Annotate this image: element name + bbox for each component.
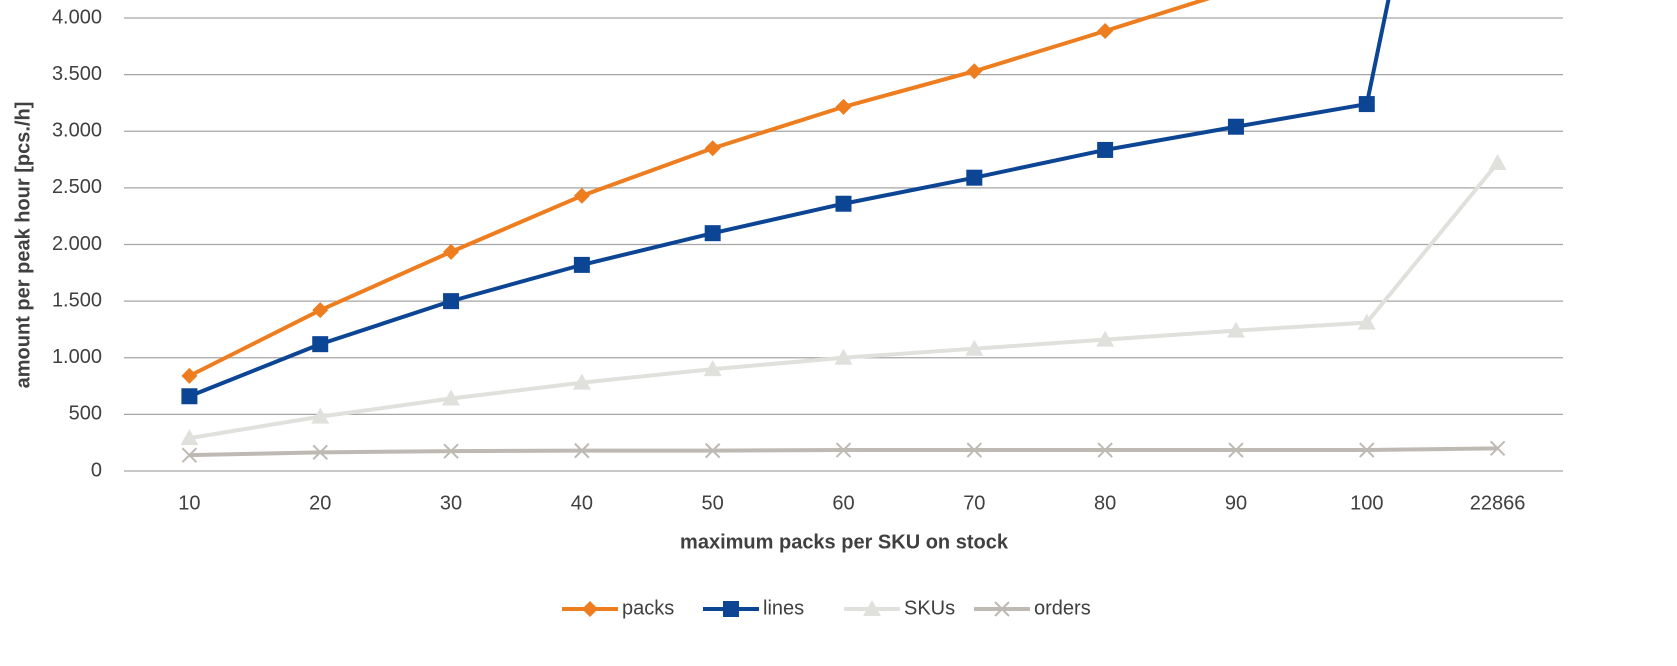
- y-tick-label: 0: [91, 459, 102, 481]
- marker: [704, 442, 721, 459]
- marker: [311, 407, 330, 424]
- marker: [312, 336, 329, 353]
- marker: [966, 442, 983, 458]
- marker: [1096, 330, 1115, 347]
- marker: [443, 293, 460, 310]
- legend-marker: [723, 601, 739, 617]
- marker: [181, 388, 198, 405]
- marker: [1097, 442, 1113, 458]
- marker: [1358, 96, 1375, 113]
- x-tick-label: 22866: [1470, 492, 1526, 514]
- grid: [124, 17, 1563, 472]
- legend-marker: [863, 600, 881, 616]
- legend-label: lines: [763, 597, 804, 619]
- marker: [1228, 442, 1244, 458]
- marker: [1226, 321, 1245, 338]
- x-tick-label: 70: [963, 492, 985, 514]
- legend-label: SKUs: [904, 597, 955, 619]
- marker: [180, 429, 199, 446]
- legend-label: packs: [622, 597, 674, 619]
- marker: [572, 373, 591, 390]
- legend-label: orders: [1034, 597, 1091, 619]
- x-tick-label: 30: [440, 492, 462, 514]
- y-tick-label: 3.500: [52, 63, 102, 85]
- marker: [443, 443, 459, 459]
- y-tick-label: 3.000: [52, 120, 102, 142]
- y-tick-label: 4.000: [52, 6, 102, 28]
- x-axis-title: maximum packs per SKU on stock: [680, 531, 1009, 553]
- marker: [966, 169, 983, 186]
- marker: [965, 339, 984, 356]
- marker: [442, 389, 461, 406]
- legend-marker: [582, 601, 598, 617]
- x-tick-label: 100: [1350, 492, 1383, 514]
- marker: [573, 256, 590, 273]
- marker: [835, 98, 852, 115]
- marker: [834, 348, 853, 365]
- x-tick-label: 40: [571, 492, 593, 514]
- marker: [312, 302, 329, 319]
- marker: [835, 442, 852, 458]
- y-tick-label: 1.000: [52, 346, 102, 368]
- x-tick-label: 90: [1225, 492, 1247, 514]
- marker: [1488, 153, 1507, 170]
- marker: [1097, 141, 1114, 158]
- marker: [966, 63, 983, 80]
- marker: [443, 243, 460, 260]
- marker: [703, 360, 722, 377]
- y-tick-label: 2.000: [52, 233, 102, 255]
- marker: [574, 442, 590, 459]
- marker: [704, 225, 721, 242]
- marker: [1357, 313, 1376, 330]
- marker: [181, 447, 198, 463]
- x-tick-label: 50: [702, 492, 724, 514]
- y-tick-label: 500: [69, 403, 102, 425]
- y-tick-label: 1.500: [52, 289, 102, 311]
- legend-marker: [994, 601, 1010, 617]
- x-tick-label: 10: [178, 492, 200, 514]
- marker: [1489, 440, 1506, 457]
- marker: [573, 187, 590, 204]
- y-tick-label: 2.500: [52, 176, 102, 198]
- marker: [181, 367, 198, 384]
- marker: [1227, 118, 1244, 135]
- marker: [704, 140, 721, 157]
- legend: packs lines SKUs orders: [562, 597, 1091, 619]
- x-tick-label: 20: [309, 492, 331, 514]
- marker: [835, 195, 852, 212]
- y-axis-title: amount per peak hour [pcs./h]: [12, 102, 34, 389]
- x-tick-label: 80: [1094, 492, 1116, 514]
- marker: [1359, 442, 1375, 458]
- marker: [1097, 23, 1114, 40]
- plot-area: [180, 0, 1507, 463]
- marker: [312, 444, 328, 461]
- x-tick-label: 60: [832, 492, 854, 514]
